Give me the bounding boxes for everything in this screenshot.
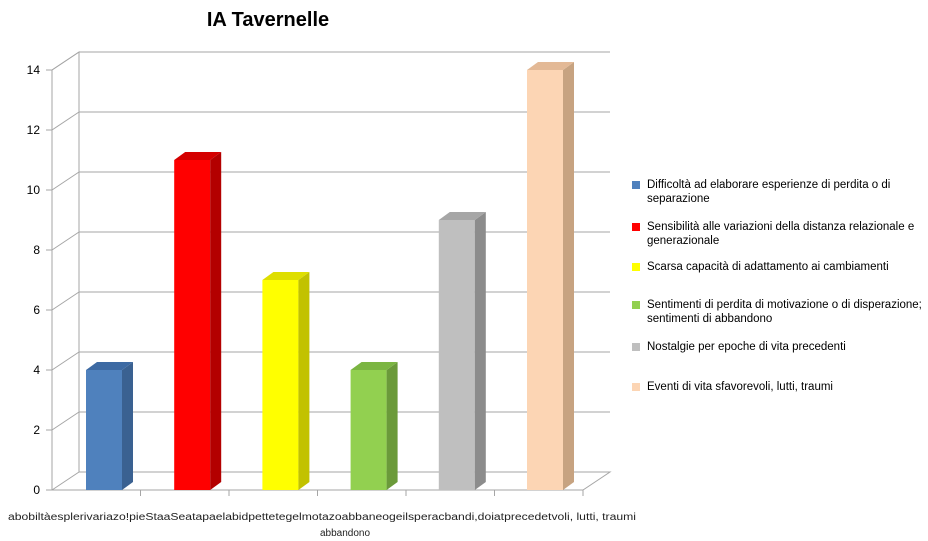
bar-side [563,62,574,490]
y-tick-label: 10 [27,183,41,197]
legend-label: Sentimenti di perdita di motivazione o d… [647,299,922,325]
bar [438,212,486,490]
legend-swatch [632,181,640,189]
x-axis-overlapping-labels: abobiltàesplerivariazo!pieStaaSeatapaela… [8,512,636,523]
y-tick-label: 14 [27,63,41,77]
legend-label: Eventi di vita sfavorevoli, lutti, traum… [647,381,833,393]
bar-side [210,152,222,490]
chart-walls [51,51,612,491]
y-tick-label: 2 [33,423,40,437]
bar [350,362,398,490]
legend-item: Nostalgie per epoche di vita precedenti [632,340,928,354]
side-wall [51,51,80,491]
y-tick-label: 8 [33,243,40,257]
gridline-diagonal [51,411,80,431]
x-axis-label-second-line: abbandono [320,528,370,539]
bar [174,152,222,490]
gridline-diagonal [51,111,80,131]
bar-front [438,220,475,490]
bar-top [86,362,133,370]
y-tick-label: 12 [27,123,41,137]
y-tick-label: 0 [33,483,40,497]
gridline-diagonal [51,291,80,311]
legend-item: Eventi di vita sfavorevoli, lutti, traum… [632,380,928,394]
y-tick-label: 6 [33,303,40,317]
bar-front [350,370,387,490]
bar-top [262,272,310,280]
bar-side [474,212,486,490]
legend-swatch [632,263,640,271]
legend-swatch [632,223,640,231]
bar-front [262,280,299,490]
gridline-diagonal [51,171,80,191]
bar-top [350,362,398,370]
bar-side [122,362,133,490]
gridline-diagonal [51,231,80,251]
legend-item: Sensibilità alle variazioni della distan… [632,220,928,248]
bar-front [86,370,122,490]
legend-label: Sensibilità alle variazioni della distan… [647,221,915,247]
bar-side [386,362,398,490]
legend-item: Sentimenti di perdita di motivazione o d… [632,298,928,326]
gridlines [46,51,610,496]
legend-item: Difficoltà ad elaborare esperienze di pe… [632,178,928,206]
bar-side [298,272,310,490]
legend-item: Scarsa capacità di adattamento ai cambia… [632,260,928,274]
bar [262,272,310,490]
bar-front [527,70,563,490]
bars [86,62,574,490]
gridline-diagonal [51,51,80,71]
legend-swatch [632,301,640,309]
bar [527,62,574,490]
floor [52,471,612,491]
legend-swatch [632,343,640,351]
legend-label: Nostalgie per epoche di vita precedenti [647,341,846,353]
gridline-diagonal [51,351,80,371]
chart-title: IA Tavernelle [207,9,329,31]
bar-top [527,62,574,70]
bar [86,362,133,490]
bar-front [174,160,211,490]
legend-label: Scarsa capacità di adattamento ai cambia… [647,261,889,273]
y-tick-label: 4 [33,363,40,377]
bar-top [174,152,222,160]
legend-swatch [632,383,640,391]
legend-label: Difficoltà ad elaborare esperienze di pe… [647,179,891,205]
bar-top [438,212,486,220]
y-axis-ticks: 0 2 4 6 8 10 12 14 [27,63,41,497]
